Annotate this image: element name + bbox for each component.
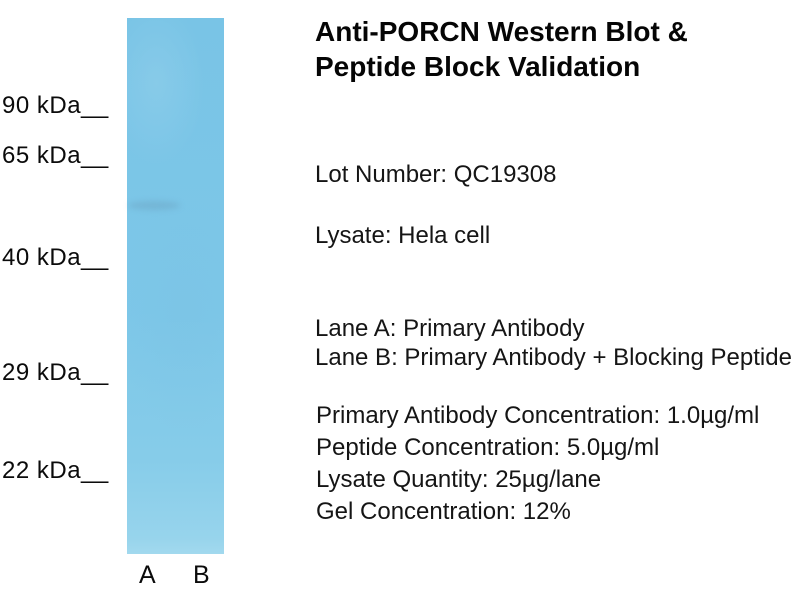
- lane-label-a: A: [139, 561, 156, 589]
- marker-label-40kda: 40 kDa__: [2, 244, 109, 271]
- lane-b-description: Lane B: Primary Antibody + Blocking Pept…: [315, 344, 792, 371]
- peptide-concentration-text: Peptide Concentration: 5.0µg/ml: [316, 434, 660, 461]
- experiment-conditions: Primary Antibody Concentration: 1.0µg/ml…: [316, 400, 759, 528]
- primary-antibody-concentration-text: Primary Antibody Concentration: 1.0µg/ml: [316, 402, 760, 429]
- lane-a-description: Lane A: Primary Antibody: [315, 315, 585, 342]
- lane-label-b: B: [193, 561, 210, 589]
- marker-label-22kda: 22 kDa__: [2, 457, 109, 484]
- marker-label-90kda: 90 kDa__: [2, 92, 109, 119]
- lane-descriptions: Lane A: Primary Antibody Lane B: Primary…: [315, 314, 792, 372]
- lysate-text: Lysate: Hela cell: [315, 222, 491, 249]
- gel-concentration-text: Gel Concentration: 12%: [316, 498, 571, 525]
- marker-label-65kda: 65 kDa__: [2, 142, 109, 169]
- lysate-quantity-text: Lysate Quantity: 25µg/lane: [316, 466, 602, 493]
- figure-title-line2: Peptide Block Validation: [315, 51, 641, 82]
- lot-number-text: Lot Number: QC19308: [315, 161, 557, 188]
- marker-label-29kda: 29 kDa__: [2, 359, 109, 386]
- faint-band-lane-a: [128, 201, 180, 210]
- figure-title: Anti-PORCN Western Blot & Peptide Block …: [315, 14, 688, 84]
- blot-membrane: [127, 18, 224, 554]
- figure-title-line1: Anti-PORCN Western Blot &: [315, 16, 688, 47]
